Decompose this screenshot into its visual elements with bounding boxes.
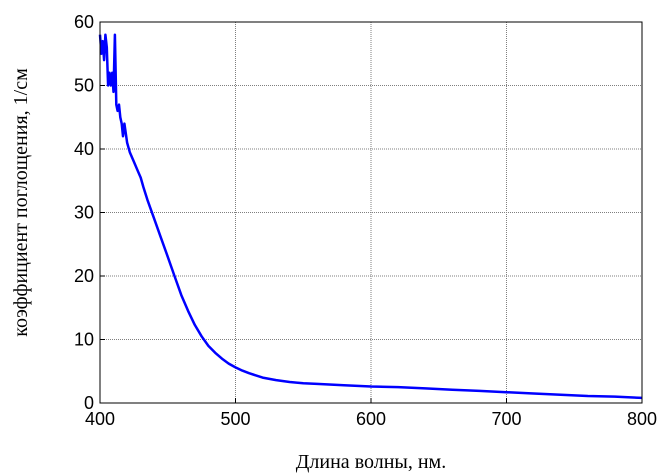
y-tick-label: 40 (74, 139, 94, 159)
y-tick-label: 50 (74, 76, 94, 96)
grid (100, 22, 642, 403)
x-tick-label: 600 (356, 409, 386, 429)
x-axis-label: Длина волны, нм. (296, 451, 446, 473)
y-tick-label: 0 (84, 393, 94, 413)
y-tick-label: 30 (74, 203, 94, 223)
labels: 400 500 600 700 800 0 10 20 30 40 50 60 (74, 12, 657, 429)
series-line (98, 33, 643, 400)
y-tick-label: 60 (74, 12, 94, 32)
x-tick-label: 400 (85, 409, 115, 429)
x-tick-label: 700 (491, 409, 521, 429)
y-tick-label: 10 (74, 330, 94, 350)
data-layer (98, 33, 643, 400)
y-tick-label: 20 (74, 266, 94, 286)
y-axis-label: коэффициент поглощения, 1/см (10, 68, 32, 337)
x-tick-label: 500 (220, 409, 250, 429)
x-tick-label: 800 (627, 409, 657, 429)
ticks (99, 21, 643, 404)
